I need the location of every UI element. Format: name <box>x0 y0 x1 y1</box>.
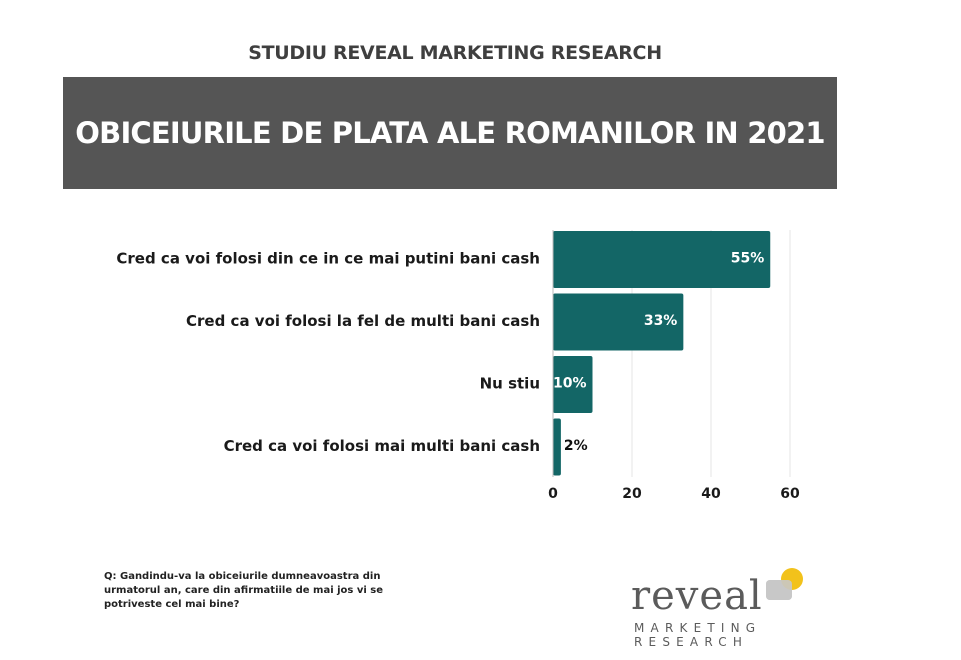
category-label: Cred ca voi folosi la fel de multi bani … <box>186 312 540 330</box>
data-label: 55% <box>731 251 765 267</box>
logo-subtitle-marketing: MARKETING <box>634 621 762 635</box>
survey-question: Q: Gandindu-va la obiceiurile dumneavoas… <box>104 571 384 610</box>
logo-wordmark: reveal <box>631 573 763 619</box>
category-label: Nu stiu <box>480 375 540 393</box>
category-label: Cred ca voi folosi din ce in ce mai puti… <box>116 250 540 268</box>
x-tick-label: 60 <box>780 486 800 502</box>
title-banner: OBICEIURILE DE PLATA ALE ROMANILOR IN 20… <box>63 77 837 189</box>
data-label: 33% <box>644 313 678 329</box>
bar <box>553 231 771 288</box>
x-tick-label: 20 <box>622 486 642 502</box>
chart-title: OBICEIURILE DE PLATA ALE ROMANILOR IN 20… <box>75 116 825 150</box>
supertitle: STUDIU REVEAL MARKETING RESEARCH <box>248 42 662 64</box>
reveal-logo: reveal MARKETING RESEARCH <box>628 566 828 656</box>
x-tick-label: 0 <box>548 486 558 502</box>
logo-subtitle-research: RESEARCH <box>634 635 749 649</box>
data-label: 10% <box>553 376 587 392</box>
bar <box>553 293 684 351</box>
bar <box>553 356 593 413</box>
bar <box>553 418 561 476</box>
logo-mark-icon <box>766 568 803 600</box>
data-label: 2% <box>564 438 588 454</box>
category-label: Cred ca voi folosi mai multi bani cash <box>224 437 540 455</box>
x-tick-label: 40 <box>701 486 721 502</box>
